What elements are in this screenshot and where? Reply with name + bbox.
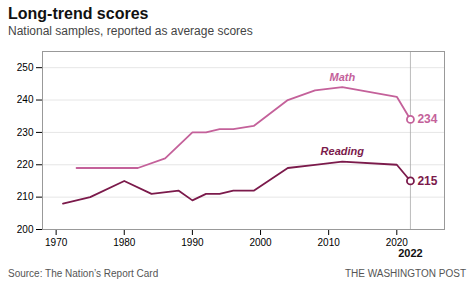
svg-text:1980: 1980 bbox=[113, 237, 136, 248]
svg-text:215: 215 bbox=[417, 174, 437, 188]
svg-text:1970: 1970 bbox=[45, 237, 68, 248]
svg-text:Reading: Reading bbox=[321, 145, 365, 157]
svg-text:234: 234 bbox=[417, 112, 437, 126]
svg-text:2020: 2020 bbox=[386, 237, 409, 248]
html-text:Source: The Nation’s Report Ca: Source: The Nation’s Report Card bbox=[8, 268, 159, 279]
html-text:Long-trend scores: Long-trend scores bbox=[8, 5, 149, 22]
svg-text:2022: 2022 bbox=[398, 247, 422, 259]
svg-text:200: 200 bbox=[17, 224, 34, 235]
svg-text:220: 220 bbox=[17, 159, 34, 170]
svg-text:Math: Math bbox=[329, 71, 355, 83]
svg-text:230: 230 bbox=[17, 127, 34, 138]
svg-text:240: 240 bbox=[17, 94, 34, 105]
svg-text:210: 210 bbox=[17, 191, 34, 202]
html-text:THE WASHINGTON POST: THE WASHINGTON POST bbox=[344, 268, 466, 279]
html-text:National samples, reported as: National samples, reported as average sc… bbox=[8, 24, 253, 38]
svg-text:250: 250 bbox=[17, 62, 34, 73]
svg-text:2010: 2010 bbox=[318, 237, 341, 248]
svg-text:2000: 2000 bbox=[249, 237, 272, 248]
svg-text:1990: 1990 bbox=[181, 237, 204, 248]
